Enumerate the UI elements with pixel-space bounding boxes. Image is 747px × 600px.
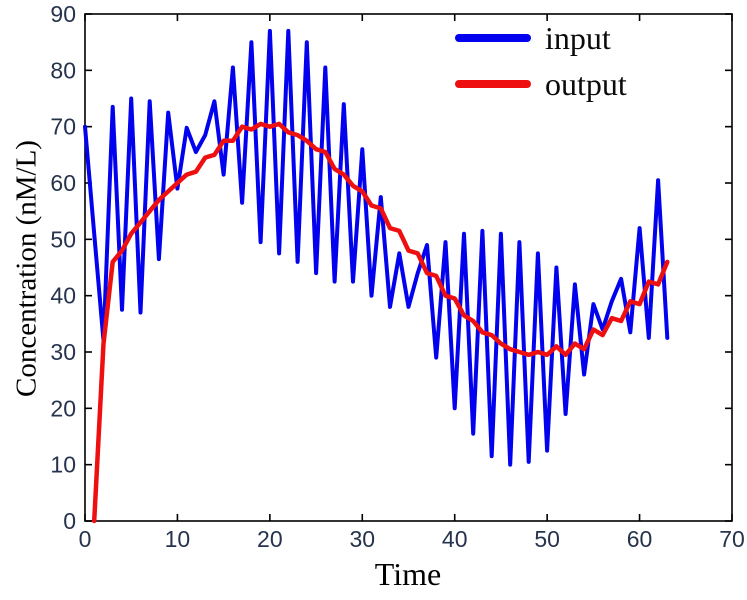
- axes-box: [84, 13, 733, 522]
- y-tick-label: 70: [50, 114, 76, 140]
- output-line-swatch: [455, 80, 531, 88]
- x-tick-label: 60: [627, 526, 653, 552]
- output-line: [91, 121, 670, 524]
- x-tick-label: 20: [257, 526, 283, 552]
- y-tick-label: 60: [50, 170, 76, 196]
- y-tick-label: 20: [50, 395, 76, 421]
- x-tick-label: 50: [534, 526, 560, 552]
- y-tick-label: 90: [50, 1, 76, 27]
- y-axis-label: Concentration (nM/L): [10, 140, 43, 397]
- x-tick-label: 30: [349, 526, 375, 552]
- input-line-swatch: [455, 34, 531, 42]
- legend-label-input: input: [545, 20, 611, 56]
- legend-entry-input: input: [455, 22, 627, 54]
- legend-entry-output: output: [455, 68, 627, 100]
- y-tick-label: 30: [50, 339, 76, 365]
- legend-label-output: output: [545, 66, 627, 102]
- x-axis-label: Time: [374, 556, 442, 592]
- x-tick-label: 0: [79, 526, 92, 552]
- y-tick-label: 40: [50, 283, 76, 309]
- legend: input output: [455, 22, 627, 100]
- y-tick-label: 80: [50, 57, 76, 83]
- x-tick-label: 10: [165, 526, 191, 552]
- x-tick-label: 70: [719, 526, 745, 552]
- x-tick-label: 40: [442, 526, 468, 552]
- y-tick-label: 10: [50, 452, 76, 478]
- y-tick-label: 0: [63, 508, 76, 534]
- y-tick-label: 50: [50, 226, 76, 252]
